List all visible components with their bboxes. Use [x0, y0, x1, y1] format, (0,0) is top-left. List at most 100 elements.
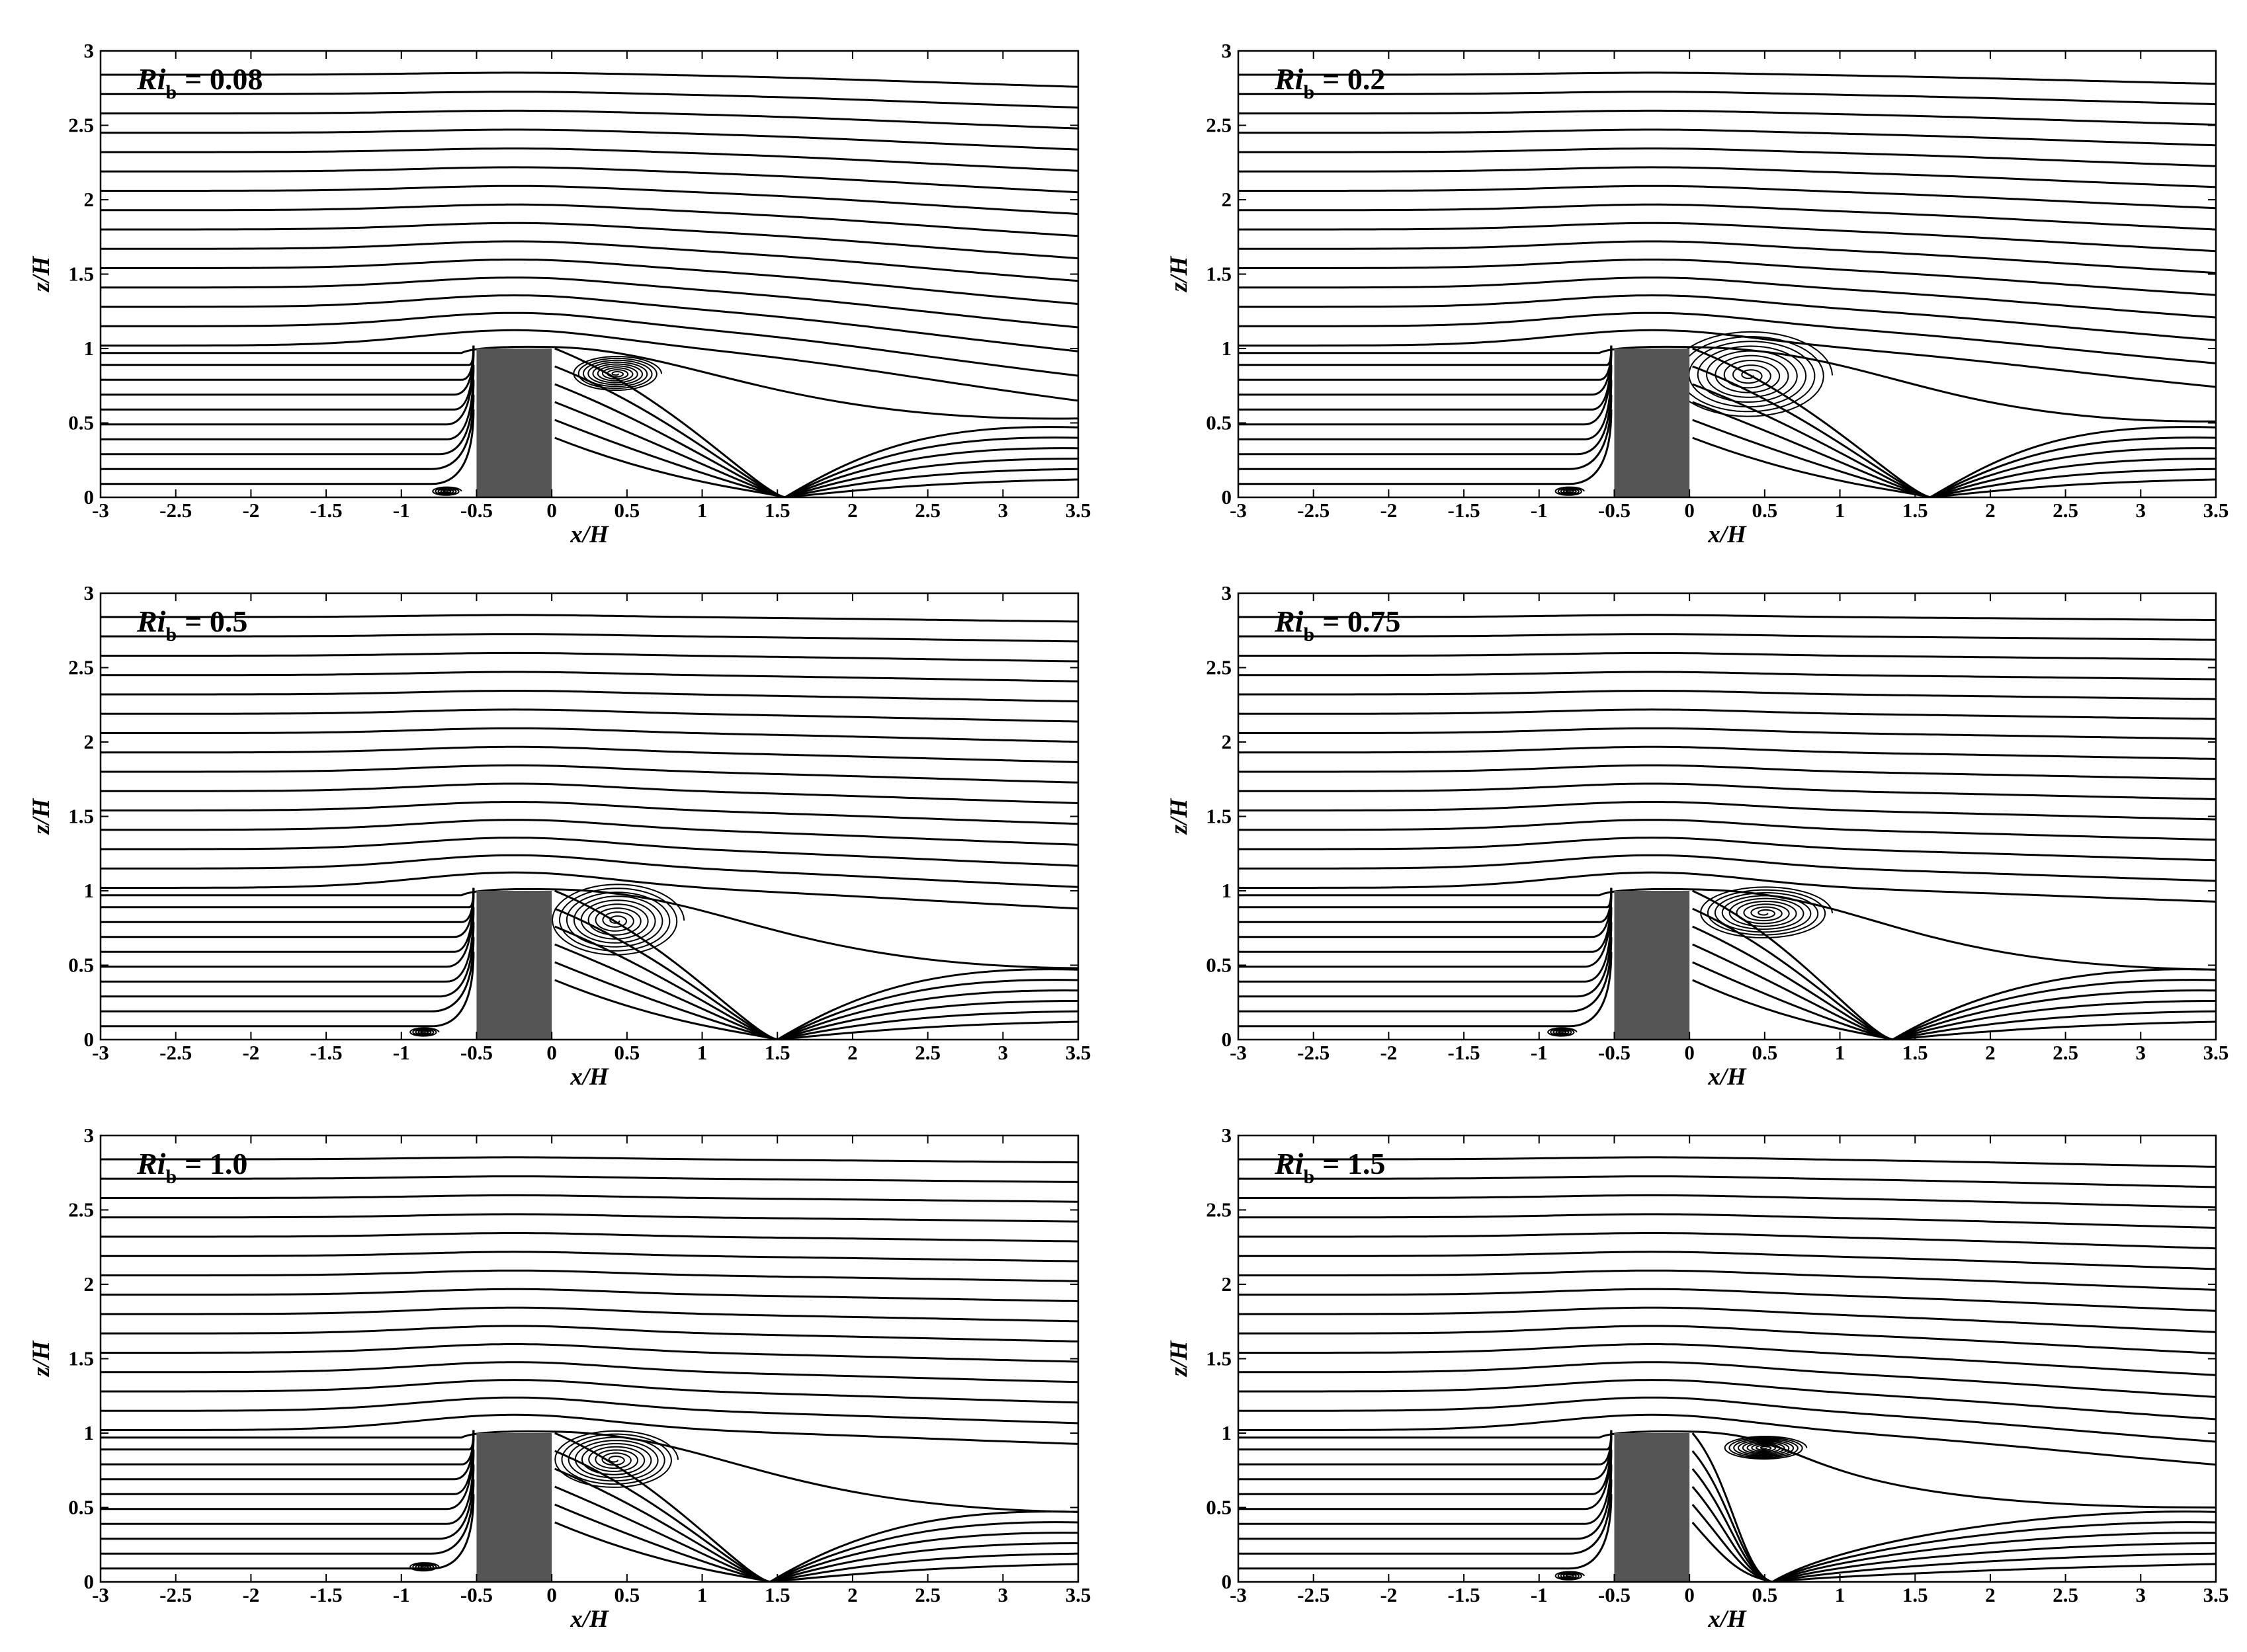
x-tick-label: 2 [1985, 1583, 1996, 1606]
streamline [1238, 1213, 2216, 1229]
streamline [1238, 633, 2216, 641]
recirculation-vortex [1699, 886, 1834, 939]
streamline [1238, 1430, 1613, 1481]
x-tick-label: 3 [998, 1041, 1009, 1064]
y-tick-label: 2.5 [1206, 1198, 1232, 1221]
chart-panel-4: -3 -2.5 -2 -1.5 -1 -0.5 0 0.5 1 1.5 2 2.5 3 3.5 0 0.5 1 1… [1166, 581, 2228, 1091]
wake-streamline [1771, 1510, 2216, 1582]
x-tick-label: 0 [1684, 1041, 1695, 1064]
x-tick-label: 3.5 [2203, 1583, 2229, 1606]
chart-panel-2: -3 -2.5 -2 -1.5 -1 -0.5 0 0.5 1 1.5 2 2.5 3 3.5 0 0.5 1 1… [1166, 39, 2228, 548]
chart-panel-5: -3 -2.5 -2 -1.5 -1 -0.5 0 0.5 1 1.5 2 2.5 3 3.5 0 0.5 1 1… [28, 1124, 1091, 1633]
wake-streamline [554, 347, 785, 497]
x-tick-label: 0 [1684, 1583, 1695, 1606]
streamline [1238, 727, 2216, 740]
streamline [1238, 1232, 2216, 1250]
streamline [101, 888, 475, 953]
x-tick-label: -1 [393, 499, 410, 522]
wake-streamline [1929, 436, 2216, 497]
wake-streamline [784, 458, 1078, 497]
streamline [1238, 1194, 2216, 1209]
x-tick-label: 1 [1835, 1041, 1845, 1064]
y-tick-label: 1 [1222, 1421, 1232, 1444]
y-tick-label: 0.5 [68, 1496, 94, 1519]
y-tick-label: 2.5 [1206, 656, 1232, 679]
streamline [1238, 745, 2216, 760]
streamline [101, 1430, 475, 1451]
x-tick-label: 2 [847, 499, 858, 522]
streamline [1238, 345, 1613, 396]
streamline [101, 1232, 1078, 1243]
streamline [1238, 240, 2216, 274]
y-axis-title: z/H [1166, 1341, 1193, 1378]
streamline [1238, 888, 1613, 953]
streamline [1238, 166, 2216, 188]
x-tick-label: 3.5 [2203, 499, 2229, 522]
wake-streamline [1771, 1532, 2216, 1582]
streamline [101, 1464, 475, 1540]
x-tick-label: -1 [1531, 1041, 1548, 1064]
streamline [101, 1325, 1078, 1342]
x-tick-label: 1.5 [1902, 1583, 1928, 1606]
streamlines [101, 71, 1078, 497]
x-tick-label: 1 [697, 499, 708, 522]
y-tick-label: 2 [84, 1272, 95, 1296]
panel-label: Rib = 0.2 [1274, 62, 1385, 103]
wake-streamline [1692, 889, 1893, 1040]
wake-streamline [1892, 1010, 2216, 1040]
streamline [1238, 651, 2216, 661]
wake-streamline [784, 426, 1078, 497]
x-tick-label: 2.5 [2053, 1041, 2078, 1064]
y-tick-label: 3 [84, 39, 95, 62]
streamline [1238, 1251, 2216, 1270]
separating-streamline [1238, 888, 2216, 971]
x-tick-label: -3 [1230, 1583, 1247, 1606]
x-tick-label: -1 [1531, 499, 1548, 522]
streamline [101, 1449, 475, 1525]
streamline [101, 185, 1078, 216]
panel-label-prefix: Ri [136, 1147, 166, 1180]
panel-label-value: = 0.08 [185, 62, 263, 96]
wake-streamline [1771, 1552, 2216, 1582]
streamline [1238, 380, 1613, 456]
wake-streamline [777, 968, 1078, 1040]
x-tick-label: -3 [92, 1583, 109, 1606]
separating-streamline [101, 345, 1078, 420]
streamline [1238, 1494, 1613, 1570]
y-tick-label: 0.5 [68, 954, 94, 977]
y-tick-label: 2 [1222, 730, 1232, 753]
streamline [101, 345, 475, 366]
streamline [101, 888, 475, 938]
streamline [1238, 1430, 1613, 1466]
upstream-vortex [1547, 1027, 1578, 1037]
streamline [1238, 185, 2216, 210]
x-tick-label: 1.5 [765, 1583, 790, 1606]
x-tick-label: -1.5 [310, 1583, 343, 1606]
panel-label: Rib = 0.5 [136, 604, 247, 645]
building-block [1614, 891, 1690, 1040]
wake-streamline [1892, 1020, 2216, 1040]
panel-label-value: = 0.5 [185, 604, 247, 638]
wake-streamline [1771, 1521, 2216, 1582]
recirculation-vortex [1724, 1435, 1808, 1460]
x-tick-label: -1 [1531, 1583, 1548, 1606]
x-tick-label: 3 [998, 499, 1009, 522]
streamline [101, 801, 1078, 825]
streamline [101, 782, 1078, 804]
wake-streamline [1772, 1563, 2216, 1582]
streamline [1238, 1413, 2216, 1466]
wake-streamline [769, 1510, 1078, 1582]
streamline [1238, 364, 1613, 440]
wake-streamline [1692, 383, 1931, 497]
panel-label-prefix: Ri [136, 62, 166, 96]
y-tick-label: 0.5 [68, 411, 94, 434]
streamline [101, 888, 475, 909]
streamline [101, 147, 1078, 172]
wake-streamline [784, 436, 1078, 497]
x-tick-label: -3 [92, 1041, 109, 1064]
streamline [1238, 708, 2216, 720]
streamline [1238, 1269, 2216, 1291]
upstream-vortex [409, 1562, 440, 1572]
streamline [101, 1430, 475, 1495]
x-tick-label: 2.5 [2053, 499, 2078, 522]
